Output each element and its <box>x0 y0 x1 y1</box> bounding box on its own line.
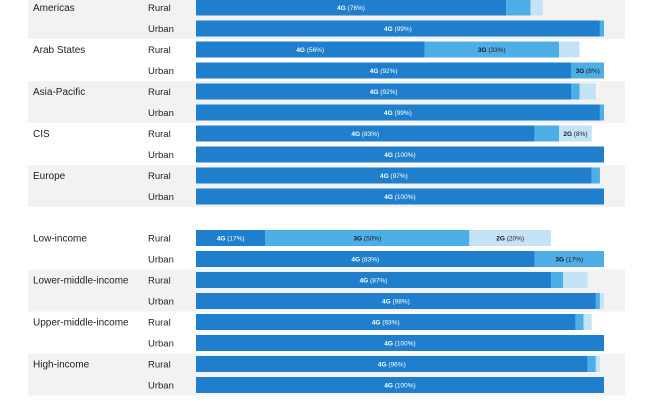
bar-segment-3g <box>575 314 584 330</box>
segment-label: 4G (96%) <box>378 361 406 368</box>
bar-segment-2g <box>559 125 592 142</box>
bar-segment-2g <box>559 41 580 58</box>
segment-label: 4G (17%) <box>217 235 245 242</box>
segment-label: 2G (20%) <box>496 235 524 242</box>
bar-segment-4g <box>196 167 592 184</box>
bar-segment-2g <box>563 272 588 288</box>
area-label: Urban <box>148 255 174 266</box>
segment-label: 4G (98%) <box>382 298 410 305</box>
segment-label: 2G (8%) <box>563 131 587 138</box>
bar-segment-4g <box>196 146 604 163</box>
segment-label: 4G (92%) <box>370 68 398 75</box>
segment-label: 4G (83%) <box>351 256 379 263</box>
bar-segment-4g <box>196 104 600 121</box>
area-label: Urban <box>148 381 174 392</box>
bar-segment-4g <box>196 83 572 100</box>
area-label: Urban <box>148 297 174 308</box>
bar-segment-4g <box>196 41 425 58</box>
group-label: CIS <box>33 129 50 140</box>
area-label: Urban <box>148 192 174 203</box>
area-label: Rural <box>148 3 171 14</box>
bar-segment-3g <box>587 356 596 372</box>
bar-segment-3g <box>599 104 604 121</box>
group-label: Upper-middle-income <box>33 318 129 329</box>
bar-segment-3g <box>571 83 580 100</box>
segment-label: 3G (50%) <box>353 235 381 242</box>
bar-segment-2g <box>579 83 596 100</box>
bar-segment-4g <box>196 20 600 37</box>
bar-segment-4g <box>196 188 604 205</box>
group-label: Arab States <box>33 45 85 56</box>
bar-segment-4g <box>196 125 535 142</box>
area-label: Rural <box>148 360 171 371</box>
segment-label: 4G (97%) <box>380 173 408 180</box>
bar-segment-4g <box>196 335 604 351</box>
bar-segment-4g <box>196 272 551 288</box>
bar-segment-3g <box>591 167 600 184</box>
segment-label: 3G (33%) <box>478 47 506 54</box>
bar-segment-3g <box>595 293 600 309</box>
bar-segment-3g <box>550 272 564 288</box>
bar-segment-3g <box>534 251 604 267</box>
bar-segment-3g <box>506 0 531 16</box>
bar-segment-2g <box>599 293 604 309</box>
area-label: Rural <box>148 45 171 56</box>
segment-label: 3G (8%) <box>576 68 600 75</box>
area-label: Urban <box>148 24 174 35</box>
segment-label: 4G (100%) <box>384 194 415 201</box>
bar-segment-4g <box>196 230 266 246</box>
segment-label: 4G (87%) <box>360 277 388 284</box>
area-label: Urban <box>148 108 174 119</box>
group-label: Americas <box>33 3 75 14</box>
bar-segment-4g <box>196 356 588 372</box>
segment-label: 4G (56%) <box>296 47 324 54</box>
segment-label: 3G (17%) <box>555 256 583 263</box>
area-label: Rural <box>148 318 171 329</box>
bar-segment-2g <box>595 356 600 372</box>
area-label: Rural <box>148 276 171 287</box>
bar-segment-3g <box>571 62 604 79</box>
bar-segment-2g <box>583 314 592 330</box>
segment-label: 4G (83%) <box>351 131 379 138</box>
area-label: Urban <box>148 66 174 77</box>
bar-segment-4g <box>196 293 596 309</box>
group-label: Low-income <box>33 234 87 245</box>
group-label: Europe <box>33 171 66 182</box>
segment-label: 4G (99%) <box>384 110 412 117</box>
segment-label: 4G (100%) <box>384 152 415 159</box>
segment-label: 4G (100%) <box>384 382 415 389</box>
bar-segment-3g <box>265 230 470 246</box>
segment-label: 4G (76%) <box>337 5 365 12</box>
area-label: Rural <box>148 234 171 245</box>
bar-segment-3g <box>424 41 560 58</box>
segment-label: 4G (92%) <box>370 89 398 96</box>
bar-segment-4g <box>196 314 576 330</box>
bar-segment-4g <box>196 251 535 267</box>
area-label: Rural <box>148 87 171 98</box>
group-label: Lower-middle-income <box>33 276 129 287</box>
area-label: Rural <box>148 171 171 182</box>
bar-segment-3g <box>599 20 604 37</box>
bar-segment-2g <box>530 0 543 16</box>
area-label: Urban <box>148 150 174 161</box>
group-label: High-income <box>33 360 90 371</box>
segment-label: 4G (99%) <box>384 26 412 33</box>
bar-segment-3g <box>534 125 560 142</box>
area-label: Urban <box>148 339 174 350</box>
bar-segment-4g <box>196 62 572 79</box>
area-label: Rural <box>148 129 171 140</box>
segment-label: 4G (100%) <box>384 340 415 347</box>
bar-segment-2g <box>469 230 551 246</box>
group-label: Asia-Pacific <box>33 87 85 98</box>
segment-label: 4G (93%) <box>372 319 400 326</box>
bar-segment-4g <box>196 0 507 16</box>
bar-segment-4g <box>196 377 604 393</box>
